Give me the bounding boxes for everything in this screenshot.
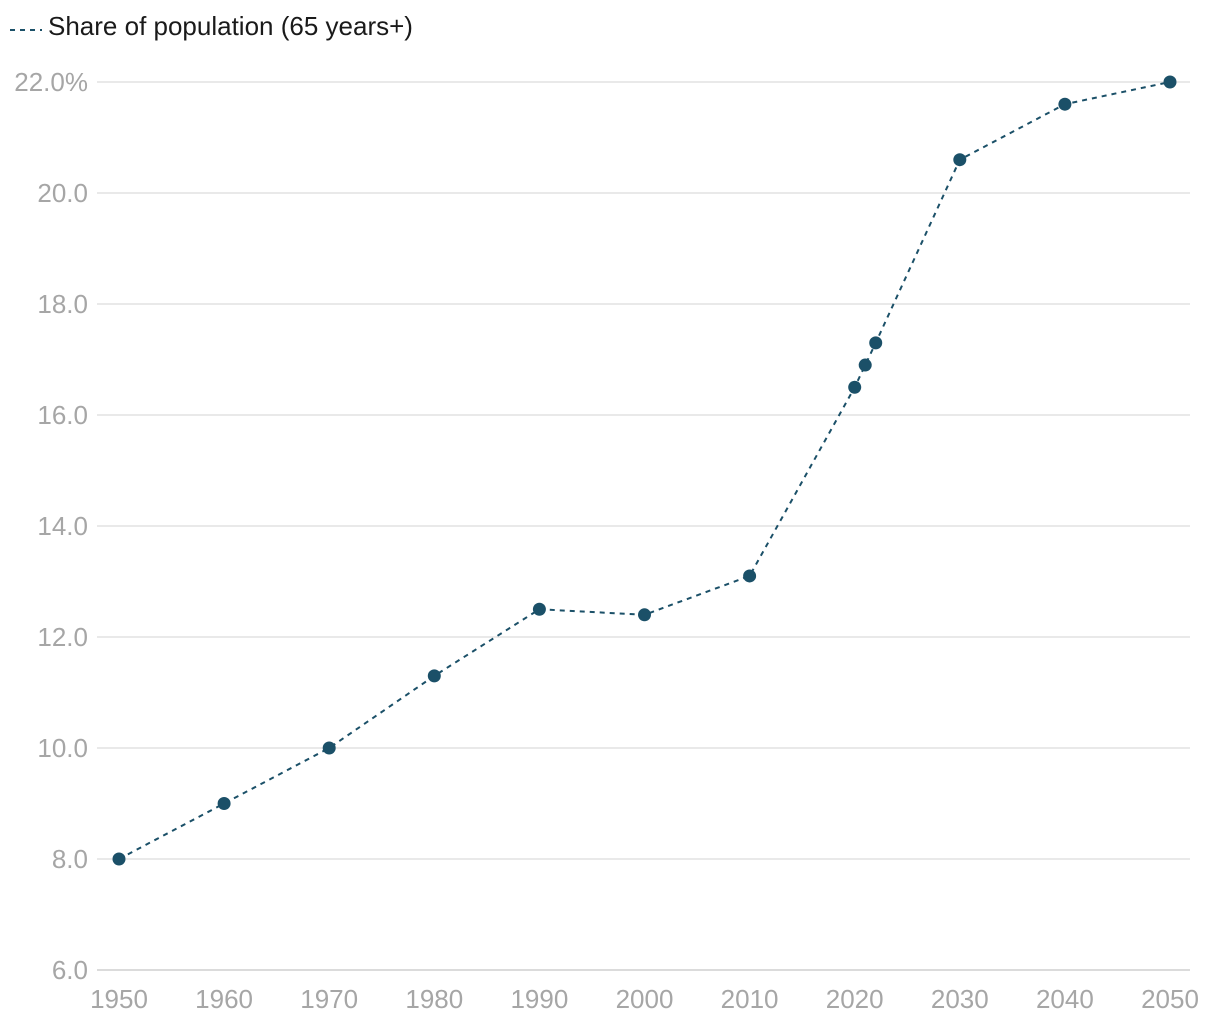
y-tick-label: 20.0 [37, 178, 88, 208]
x-tick-label: 2030 [931, 984, 989, 1014]
series-line [118, 81, 1171, 860]
y-tick-label: 16.0 [37, 400, 88, 430]
data-point[interactable] [532, 602, 546, 616]
data-point[interactable] [638, 608, 651, 622]
legend: Share of population (65 years+) [10, 11, 413, 41]
data-point[interactable] [427, 669, 441, 683]
y-tick-label: 22.0% [14, 67, 88, 97]
y-tick-label: 14.0 [37, 511, 88, 541]
data-point[interactable] [322, 741, 336, 755]
data-point[interactable] [1058, 97, 1072, 111]
data-point[interactable] [953, 153, 967, 167]
x-tick-label: 1960 [195, 984, 253, 1014]
data-point[interactable] [743, 569, 757, 583]
data-point[interactable] [1163, 75, 1177, 89]
x-tick-label: 2010 [721, 984, 779, 1014]
series-layer [112, 75, 1177, 866]
data-point[interactable] [858, 358, 872, 372]
x-tick-label: 1950 [90, 984, 148, 1014]
x-tick-label: 2040 [1036, 984, 1094, 1014]
y-tick-label: 6.0 [52, 955, 88, 985]
x-tick-label: 1970 [300, 984, 358, 1014]
gridlines [97, 81, 1190, 971]
y-tick-label: 18.0 [37, 289, 88, 319]
y-tick-label: 10.0 [37, 733, 88, 763]
data-point[interactable] [217, 797, 231, 810]
legend-label: Share of population (65 years+) [48, 11, 413, 41]
y-axis-labels: 6.0 8.0 10.0 12.0 14.0 16.0 18.0 20.0 22.0% [14, 67, 88, 985]
x-tick-label: 2050 [1141, 984, 1199, 1014]
x-axis-labels: 1950 1960 1970 1980 1990 2000 2010 2020 2030 2040… [90, 984, 1199, 1014]
data-point[interactable] [112, 852, 126, 866]
data-point[interactable] [848, 380, 862, 394]
x-tick-label: 1980 [405, 984, 463, 1014]
x-tick-label: 2000 [616, 984, 674, 1014]
x-tick-label: 1990 [510, 984, 568, 1014]
x-tick-label: 2020 [826, 984, 884, 1014]
data-point[interactable] [869, 336, 883, 350]
y-tick-label: 12.0 [37, 622, 88, 652]
y-tick-label: 8.0 [52, 844, 88, 874]
